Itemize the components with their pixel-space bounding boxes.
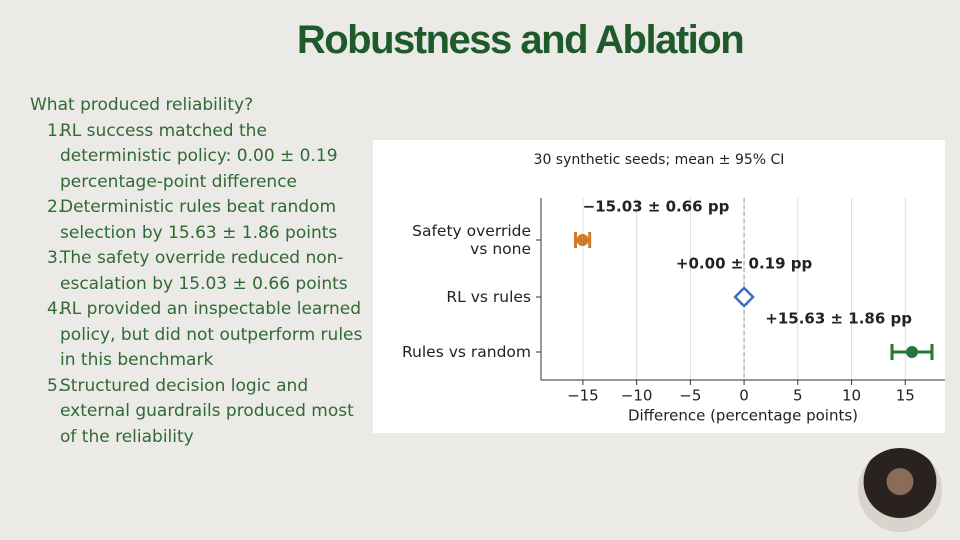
item-text: RL provided an inspectable learned polic…: [60, 299, 363, 370]
list-item: 1. RL success matched the deterministic p…: [47, 119, 365, 196]
item-number: 5.: [47, 375, 64, 396]
point: [906, 346, 919, 358]
x-tick-label: 0: [739, 387, 749, 405]
slide-title: Robustness and Ablation: [296, 18, 745, 62]
webcam: [858, 448, 942, 532]
y-tick-label: RL vs rules: [446, 288, 531, 306]
bullet-list: What produced reliability? 1. RL success …: [30, 93, 365, 450]
item-number: 4.: [47, 299, 64, 319]
item-number: 3.: [47, 248, 64, 268]
list-item: 4. RL provided an inspectable learned pol…: [47, 297, 365, 374]
item-number: 1.: [47, 120, 64, 141]
question: What produced reliability?: [30, 95, 254, 115]
item-text: Deterministic rules beat random selectio…: [60, 197, 338, 243]
x-tick-label: 5: [793, 387, 803, 405]
list-item: 3. The safety override reduced non-escala…: [47, 246, 365, 297]
y-tick-label: Safety override vs none: [412, 222, 531, 258]
value-label: +15.63 ± 1.86 pp: [765, 310, 912, 328]
x-tick-label: −15: [567, 387, 599, 405]
chart-panel: [373, 140, 945, 433]
axes: [540, 198, 945, 381]
item-text: The safety override reduced non-escalati…: [60, 248, 348, 294]
x-tick-label: 15: [896, 387, 915, 405]
point: [576, 234, 589, 246]
list-item: 5. Structured decision logic and external…: [47, 374, 365, 451]
x-axis-title: Difference (percentage points): [628, 407, 858, 425]
chart-subtitle: 30 synthetic seeds; mean ± 95% CI: [534, 152, 785, 168]
item-text: RL success matched the deterministic pol…: [60, 120, 338, 192]
y-tick-label: Rules vs random: [401, 343, 531, 361]
item-number: 2.: [47, 197, 64, 217]
value-label: −15.03 ± 0.66 pp: [583, 198, 730, 216]
x-tick-label: −5: [679, 387, 701, 405]
x-tick-label: 10: [842, 387, 861, 405]
item-text: Structured decision logic and external g…: [60, 375, 354, 447]
list-item: 2. Deterministic rules beat random select…: [47, 195, 365, 246]
x-tick-label: −10: [621, 387, 653, 405]
value-label: +0.00 ± 0.19 pp: [676, 255, 813, 273]
point: [733, 286, 755, 308]
